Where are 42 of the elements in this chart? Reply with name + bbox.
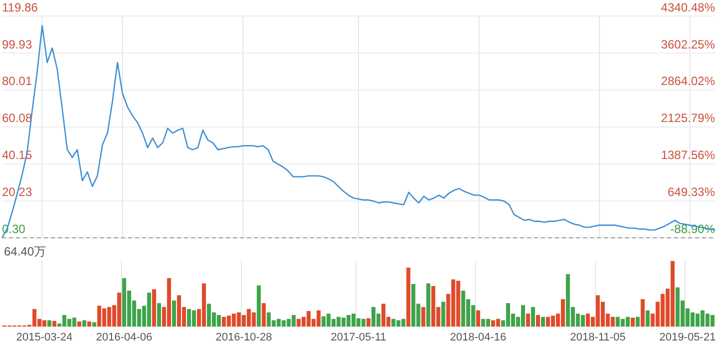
bar bbox=[82, 320, 86, 327]
bar bbox=[406, 268, 410, 327]
bar bbox=[47, 320, 52, 327]
x-tick-label: 2015-03-24 bbox=[16, 331, 73, 344]
bar bbox=[441, 302, 446, 327]
bar bbox=[262, 303, 266, 327]
bar bbox=[366, 318, 370, 327]
bar bbox=[157, 303, 162, 327]
x-tick-label: 2019-05-21 bbox=[659, 331, 716, 344]
x-tick-label: 2018-04-16 bbox=[450, 331, 506, 344]
y-tick-label: 80.01 bbox=[2, 74, 32, 88]
bar bbox=[531, 307, 536, 327]
y-tick-label: 60.08 bbox=[2, 111, 32, 126]
bar bbox=[152, 289, 156, 327]
bar bbox=[77, 322, 82, 327]
bar bbox=[646, 310, 650, 327]
bar bbox=[640, 299, 645, 327]
bar bbox=[536, 314, 540, 327]
bar bbox=[256, 285, 261, 327]
y-tick-label: 99.93 bbox=[2, 37, 32, 52]
y-tick-label: 119.86 bbox=[2, 0, 38, 14]
bar bbox=[421, 307, 426, 327]
text: 64.40万 bbox=[4, 244, 46, 258]
y2-tick-label: 4340.48% bbox=[660, 0, 716, 14]
bar bbox=[636, 316, 640, 327]
x-tick-label: 2017-05-11 bbox=[330, 331, 386, 344]
bar bbox=[476, 310, 480, 327]
bar bbox=[52, 320, 56, 327]
bar bbox=[540, 316, 545, 327]
y2-tick-label: 1387.56% bbox=[660, 148, 716, 162]
y2-tick-label: 2125.79% bbox=[660, 111, 716, 126]
bar bbox=[526, 314, 530, 327]
y2-tick-label: 2864.02% bbox=[660, 74, 716, 88]
y2-tick-label: 3602.25% bbox=[660, 37, 716, 52]
bar bbox=[426, 283, 430, 327]
bar bbox=[92, 322, 96, 327]
y2-tick-label: 649.33% bbox=[668, 185, 716, 200]
x-tick-label: 2018-11-05 bbox=[570, 331, 626, 344]
bar bbox=[172, 300, 176, 327]
x-tick-label: 2016-04-06 bbox=[96, 331, 152, 344]
bar bbox=[630, 318, 635, 327]
x-tick-label: 2016-10-28 bbox=[216, 331, 272, 344]
